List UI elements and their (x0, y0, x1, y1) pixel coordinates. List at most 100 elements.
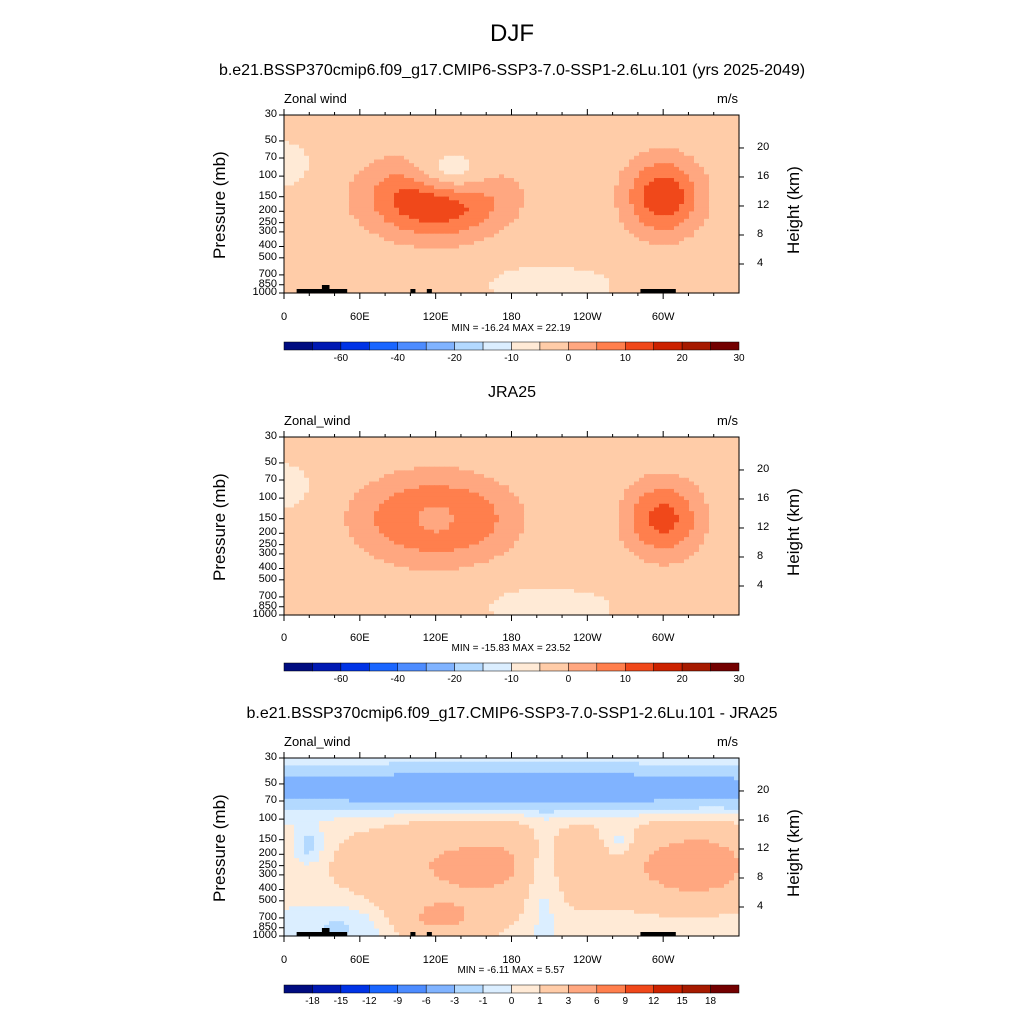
heatmap-cell (664, 192, 670, 198)
heatmap-cell (589, 255, 595, 261)
heatmap-cell (729, 196, 735, 201)
heatmap-cell (559, 178, 565, 183)
heatmap-cell (594, 211, 600, 216)
heatmap-cell (489, 122, 495, 127)
heatmap-cell (494, 233, 500, 238)
heatmap-cell (344, 163, 350, 168)
colorbar-swatch (568, 341, 598, 351)
heatmap-cell (544, 440, 550, 446)
heatmap-cell (439, 207, 445, 213)
heatmap-cell (314, 229, 320, 235)
heatmap-cell (449, 200, 455, 205)
heatmap-cell (499, 163, 505, 168)
heatmap-cell (474, 229, 480, 235)
heatmap-cell (349, 252, 355, 257)
heatmap-cell (564, 278, 570, 283)
heatmap-cell (394, 192, 400, 198)
heatmap-field (284, 115, 740, 294)
heatmap-cell (494, 451, 500, 457)
heatmap-cell (599, 255, 605, 261)
heatmap-cell (634, 263, 640, 268)
heatmap-cell (304, 451, 310, 457)
heatmap-cell (474, 226, 480, 231)
heatmap-cell (669, 189, 675, 194)
heatmap-cell (614, 192, 620, 198)
heatmap-cell (669, 144, 675, 149)
heatmap-cell (334, 281, 340, 287)
heatmap-cell (309, 285, 315, 290)
heatmap-cell (444, 192, 450, 198)
heatmap-cell (734, 115, 740, 120)
heatmap-cell (464, 126, 470, 131)
heatmap-cell (474, 267, 480, 272)
heatmap-cell (704, 451, 710, 457)
heatmap-cell (309, 181, 315, 187)
heatmap-cell (394, 437, 400, 442)
heatmap-cell (399, 289, 405, 294)
heatmap-cell (354, 126, 360, 131)
heatmap-cell (459, 241, 465, 246)
heatmap-cell (394, 126, 400, 131)
heatmap-cell (379, 244, 385, 250)
heatmap-cell (564, 122, 570, 127)
heatmap-cell (344, 270, 350, 276)
heatmap-cell (354, 144, 360, 149)
heatmap-cell (574, 285, 580, 290)
heatmap-cell (419, 140, 425, 146)
heatmap-cell (384, 133, 390, 138)
heatmap-cell (349, 270, 355, 276)
heatmap-cell (669, 181, 675, 187)
heatmap-cell (634, 270, 640, 276)
heatmap-cell (324, 178, 330, 183)
heatmap-cell (554, 185, 560, 190)
heatmap-cell (344, 118, 350, 124)
heatmap-cell (709, 189, 715, 194)
heatmap-cell (329, 222, 335, 227)
heatmap-cell (639, 278, 645, 283)
heatmap-cell (419, 170, 425, 175)
heatmap-cell (669, 222, 675, 227)
heatmap-cell (549, 152, 555, 157)
heatmap-cell (519, 137, 525, 142)
heatmap-cell (649, 222, 655, 227)
heatmap-cell (684, 192, 690, 198)
heatmap-cell (624, 166, 630, 172)
heatmap-cell (664, 163, 670, 168)
heatmap-cell (364, 155, 370, 161)
heatmap-cell (559, 440, 565, 446)
heatmap-cell (724, 218, 730, 224)
heatmap-cell (529, 248, 535, 253)
heatmap-cell (734, 248, 740, 253)
heatmap-cell (689, 170, 695, 175)
heatmap-cell (509, 118, 515, 124)
heatmap-cell (659, 152, 665, 157)
heatmap-cell (504, 215, 510, 220)
heatmap-cell (624, 285, 630, 290)
heatmap-cell (544, 248, 550, 253)
heatmap-cell (414, 133, 420, 138)
heatmap-cell (679, 159, 685, 164)
heatmap-cell (679, 270, 685, 276)
heatmap-cell (689, 448, 695, 453)
heatmap-cell (404, 207, 410, 213)
heatmap-cell (554, 163, 560, 168)
heatmap-cell (544, 178, 550, 183)
heatmap-cell (294, 163, 300, 168)
heatmap-cell (684, 233, 690, 238)
heatmap-cell (524, 267, 530, 272)
heatmap-cell (464, 226, 470, 231)
heatmap-cell (644, 174, 650, 179)
heatmap-cell (569, 207, 575, 213)
heatmap-cell (469, 241, 475, 246)
heatmap-cell (394, 174, 400, 179)
heatmap-cell (619, 181, 625, 187)
heatmap-cell (429, 192, 435, 198)
heatmap-cell (439, 118, 445, 124)
heatmap-cell (569, 278, 575, 283)
heatmap-cell (674, 274, 680, 279)
heatmap-cell (299, 440, 305, 446)
heatmap-cell (614, 437, 620, 442)
heatmap-cell (689, 229, 695, 235)
heatmap-cell (664, 140, 670, 146)
heatmap-cell (689, 270, 695, 276)
